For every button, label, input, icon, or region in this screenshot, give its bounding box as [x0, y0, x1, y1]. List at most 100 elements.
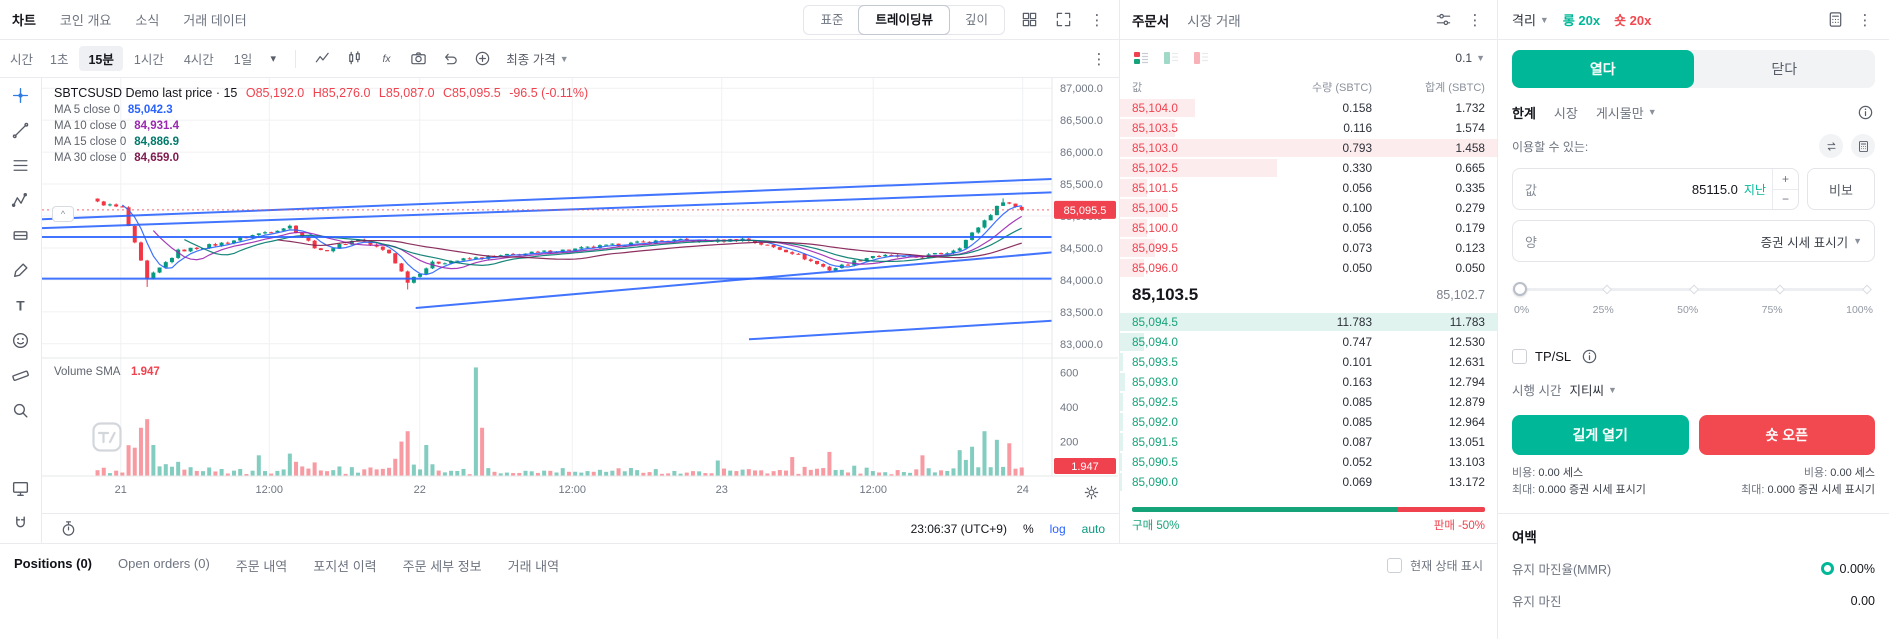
trend-line-tool-icon[interactable] [11, 121, 30, 140]
bbo-button[interactable]: 비보 [1807, 168, 1875, 210]
interval-dropdown-icon[interactable]: ▾ [270, 53, 276, 65]
use-last-price-link[interactable]: 지난 [1743, 182, 1766, 197]
bid-row[interactable]: 85,093.0 0.163 12.794 [1120, 372, 1497, 392]
orderbook-mode-bids-only-icon[interactable] [1162, 49, 1184, 67]
chart-settings-gear-icon[interactable] [1081, 482, 1101, 502]
long-leverage[interactable]: 롱 20x [1562, 13, 1601, 28]
price-field[interactable]: 값 85115.0 지난 + − [1512, 168, 1799, 210]
orderbook-mode-asks-only-icon[interactable] [1192, 49, 1214, 67]
margin-mode-dropdown[interactable]: 격리 ▼ [1512, 10, 1549, 29]
interval-tab[interactable]: 1초 [50, 53, 69, 67]
ask-row[interactable]: 85,103.0 0.793 1.458 [1120, 138, 1497, 158]
more-vertical-icon[interactable]: ⋮ [1089, 11, 1105, 29]
last-price-dropdown[interactable]: 최종 가격 ▼ [506, 49, 568, 68]
view-mode-tab[interactable]: 트레이딩뷰 [858, 4, 950, 35]
bottom-panel-tab[interactable]: Open orders (0) [118, 555, 210, 571]
bottom-panel-tab[interactable]: 주문 세부 정보 [402, 558, 482, 574]
percent-scale-toggle[interactable]: % [1022, 521, 1034, 536]
orderbook-settings-icon[interactable] [1433, 10, 1453, 30]
price-input-value[interactable]: 85115.0 [1691, 181, 1738, 197]
indicators-icon[interactable]: fx [376, 49, 396, 69]
ask-row[interactable]: 85,100.5 0.100 0.279 [1120, 198, 1497, 218]
fib-retracement-tool-icon[interactable] [11, 156, 30, 175]
bid-row[interactable]: 85,092.5 0.085 12.879 [1120, 392, 1497, 412]
pattern-tool-icon[interactable] [11, 191, 30, 210]
mid-price[interactable]: 85,103.5 [1132, 285, 1199, 304]
orderbook-mode-combined-icon[interactable] [1132, 49, 1154, 67]
auto-scale-toggle[interactable]: auto [1081, 521, 1105, 536]
slider-tick[interactable] [1601, 284, 1612, 295]
ask-row[interactable]: 85,100.0 0.056 0.179 [1120, 218, 1497, 238]
measure-tool-icon[interactable] [11, 366, 30, 385]
bid-row[interactable]: 85,093.5 0.101 12.631 [1120, 352, 1497, 372]
bottom-panel-tab[interactable]: 주문 내역 [235, 558, 288, 574]
slider-tick[interactable] [1688, 284, 1699, 295]
bid-row[interactable]: 85,094.5 11.783 11.783 [1120, 312, 1497, 332]
amount-unit-dropdown[interactable]: 증권 시세 표시기 ▼ [1761, 232, 1874, 251]
legend-collapse-button[interactable]: ^ [52, 206, 74, 222]
interval-tab[interactable]: 1일 [233, 53, 253, 67]
open-short-button[interactable]: 숏 오픈 [1698, 415, 1875, 455]
brush-tool-icon[interactable] [11, 261, 30, 280]
amount-field[interactable]: 양 증권 시세 표시기 ▼ [1512, 220, 1875, 262]
compare-icon[interactable] [472, 49, 492, 69]
price-decrease-button[interactable]: − [1781, 192, 1789, 207]
interval-tab[interactable]: 15분 [79, 46, 123, 71]
crosshair-tool-icon[interactable] [11, 86, 30, 105]
view-mode-tab[interactable]: 표준 [820, 12, 844, 27]
bottom-panel-tab[interactable]: 거래 내역 [507, 558, 560, 574]
clock[interactable]: 23:06:37 (UTC+9) [910, 521, 1007, 536]
bottom-panel-tab[interactable]: 포지션 이력 [313, 558, 377, 574]
stopwatch-icon[interactable] [58, 519, 78, 539]
ask-row[interactable]: 85,104.0 0.158 1.732 [1120, 98, 1497, 118]
top-nav-tab[interactable]: 차트 [12, 13, 36, 28]
open-long-button[interactable]: 길게 열기 [1512, 415, 1689, 455]
precision-dropdown[interactable]: 0.1 ▼ [1455, 51, 1485, 65]
bid-row[interactable]: 85,090.5 0.052 13.103 [1120, 452, 1497, 472]
calculator-icon[interactable] [1825, 10, 1845, 30]
top-nav-tab[interactable]: 소식 [135, 13, 160, 28]
chart-canvas[interactable]: 87,000.086,500.086,000.085,500.085,000.0… [42, 78, 1118, 513]
bid-row[interactable]: 85,090.0 0.069 13.172 [1120, 472, 1497, 492]
long-short-position-tool-icon[interactable] [11, 226, 30, 245]
fullscreen-icon[interactable] [1053, 10, 1073, 30]
top-nav-tab[interactable]: 거래 데이터 [183, 13, 247, 28]
slider-tick[interactable] [1862, 284, 1872, 295]
slider-knob[interactable] [1513, 282, 1527, 296]
log-scale-toggle[interactable]: log [1049, 521, 1066, 536]
ask-row[interactable]: 85,101.5 0.056 0.335 [1120, 178, 1497, 198]
snapshot-icon[interactable] [408, 49, 428, 69]
undo-icon[interactable] [440, 49, 460, 69]
ask-row[interactable]: 85,096.0 0.050 0.050 [1120, 258, 1497, 278]
convert-calculator-icon[interactable] [1851, 134, 1875, 158]
chart-style-icon[interactable] [312, 49, 332, 69]
ask-row[interactable]: 85,102.5 0.330 0.665 [1120, 158, 1497, 178]
slider-tick[interactable] [1775, 284, 1786, 295]
toolbar-more-icon[interactable]: ⋮ [1091, 50, 1107, 68]
emoji-tool-icon[interactable] [11, 331, 30, 350]
text-tool-icon[interactable]: T [11, 296, 30, 315]
order-type-tab[interactable]: 게시물만 ▼ [1596, 103, 1657, 122]
orderbook-tab[interactable]: 주문서 [1132, 13, 1170, 29]
view-mode-tab[interactable]: 깊이 [964, 12, 988, 27]
bottom-panel-tab[interactable]: Positions (0) [14, 555, 93, 571]
orderbook-tab[interactable]: 시장 거래 [1187, 13, 1241, 29]
time-in-force-dropdown[interactable]: 지티씨 ▼ [1569, 380, 1616, 399]
interval-tab[interactable]: 4시간 [183, 53, 214, 67]
orderbook-more-icon[interactable]: ⋮ [1467, 11, 1483, 29]
transfer-icon[interactable] [1819, 134, 1843, 158]
candle-type-icon[interactable] [344, 49, 364, 69]
layout-grid-icon[interactable] [1019, 10, 1039, 30]
short-leverage[interactable]: 숏 20x [1614, 13, 1652, 28]
ask-row[interactable]: 85,103.5 0.116 1.574 [1120, 118, 1497, 138]
trade-more-icon[interactable]: ⋮ [1857, 11, 1873, 29]
amount-slider[interactable] [1513, 282, 1872, 296]
order-type-tab[interactable]: 한계 [1512, 103, 1536, 122]
object-tree-icon[interactable] [11, 479, 30, 498]
top-nav-tab[interactable]: 코인 개요 [59, 13, 112, 28]
bid-row[interactable]: 85,092.0 0.085 12.964 [1120, 412, 1497, 432]
zoom-in-tool-icon[interactable] [11, 401, 30, 420]
magnet-icon[interactable] [11, 514, 30, 533]
order-type-tab[interactable]: 시장 [1554, 103, 1578, 122]
close-tab[interactable]: 닫다 [1771, 61, 1798, 77]
